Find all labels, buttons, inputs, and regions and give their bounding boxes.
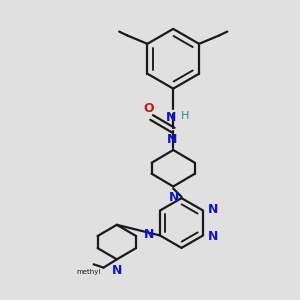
Text: N: N bbox=[165, 111, 176, 124]
Text: N: N bbox=[167, 133, 178, 146]
Text: N: N bbox=[169, 191, 179, 204]
Text: N: N bbox=[144, 228, 154, 241]
Text: N: N bbox=[208, 230, 218, 243]
Text: N: N bbox=[208, 203, 218, 216]
Text: N: N bbox=[112, 264, 123, 277]
Text: H: H bbox=[181, 110, 189, 121]
Text: O: O bbox=[144, 102, 154, 115]
Text: methyl: methyl bbox=[76, 269, 101, 275]
